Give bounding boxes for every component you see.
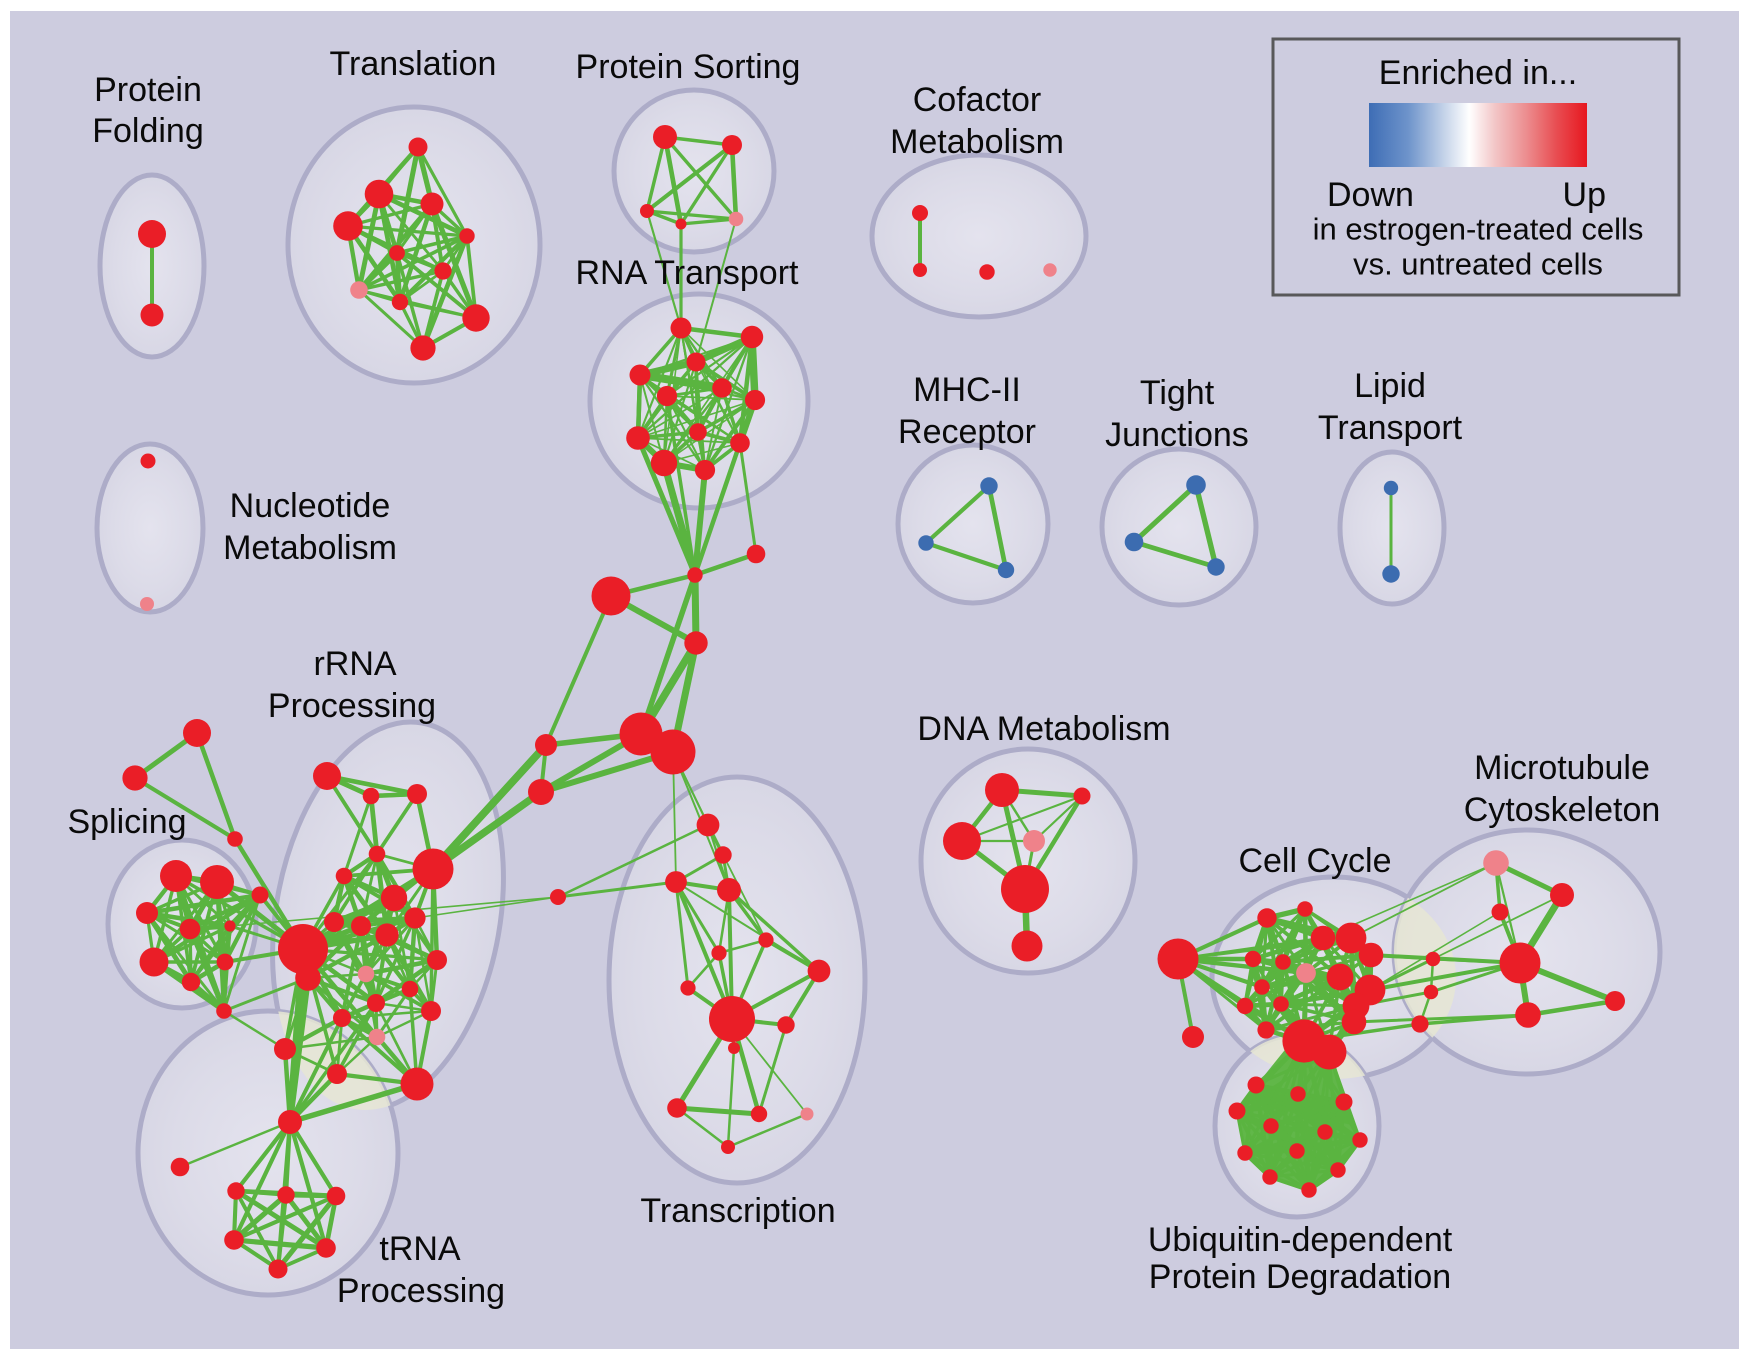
svg-text:MHC-II: MHC-II — [913, 371, 1021, 409]
svg-text:Folding: Folding — [92, 112, 204, 150]
svg-text:Cell Cycle: Cell Cycle — [1238, 842, 1391, 880]
svg-text:Metabolism: Metabolism — [890, 123, 1064, 161]
svg-text:in estrogen-treated cells: in estrogen-treated cells — [1313, 212, 1644, 247]
svg-text:Cofactor: Cofactor — [913, 81, 1042, 119]
svg-text:Splicing: Splicing — [67, 803, 186, 841]
svg-text:Nucleotide: Nucleotide — [230, 487, 391, 525]
svg-text:Translation: Translation — [330, 45, 497, 83]
svg-text:Junctions: Junctions — [1105, 416, 1249, 454]
svg-text:Transcription: Transcription — [640, 1192, 835, 1230]
svg-text:Cytoskeleton: Cytoskeleton — [1464, 791, 1661, 829]
svg-text:Microtubule: Microtubule — [1474, 749, 1650, 787]
svg-text:Transport: Transport — [1318, 409, 1463, 447]
svg-text:Receptor: Receptor — [898, 413, 1036, 451]
svg-text:Ubiquitin-dependent: Ubiquitin-dependent — [1148, 1221, 1453, 1259]
svg-text:rRNA: rRNA — [313, 645, 396, 683]
svg-text:vs. untreated cells: vs. untreated cells — [1353, 247, 1603, 282]
svg-text:Lipid: Lipid — [1354, 367, 1426, 405]
svg-text:tRNA: tRNA — [379, 1230, 461, 1268]
svg-text:Processing: Processing — [268, 687, 436, 725]
svg-text:Protein Degradation: Protein Degradation — [1149, 1258, 1451, 1296]
svg-text:Metabolism: Metabolism — [223, 529, 397, 567]
svg-text:Protein: Protein — [94, 71, 202, 109]
svg-text:Processing: Processing — [337, 1272, 505, 1310]
svg-text:Down: Down — [1327, 176, 1414, 214]
svg-text:Protein Sorting: Protein Sorting — [576, 48, 801, 86]
svg-text:Up: Up — [1563, 176, 1606, 214]
svg-text:RNA Transport: RNA Transport — [576, 254, 800, 292]
svg-text:Tight: Tight — [1140, 374, 1215, 412]
svg-text:DNA Metabolism: DNA Metabolism — [917, 710, 1170, 748]
svg-text:Enriched in...: Enriched in... — [1379, 54, 1577, 92]
